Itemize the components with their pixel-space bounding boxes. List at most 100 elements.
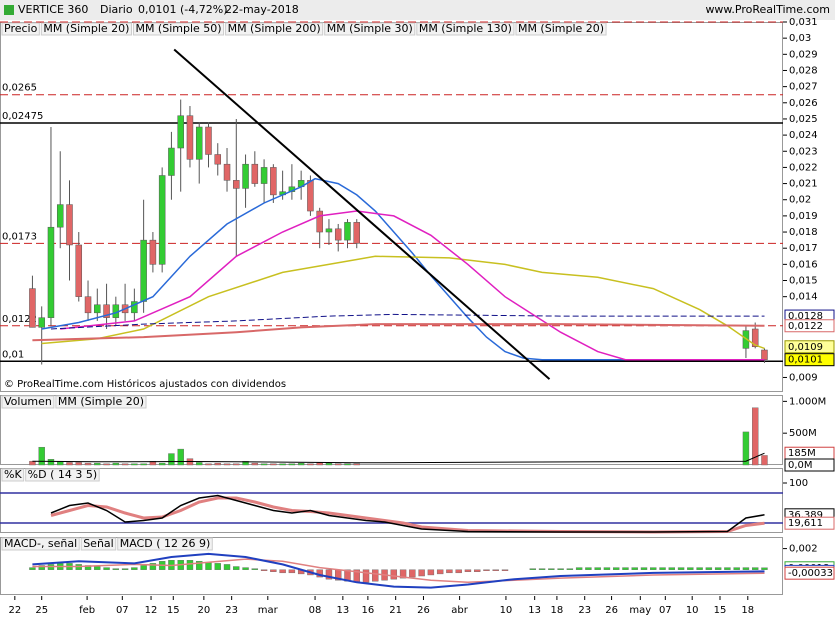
legend-box bbox=[324, 22, 416, 36]
bar bbox=[140, 463, 147, 466]
y-tick-label: 0,021 bbox=[789, 179, 818, 190]
y-tick-label: 0,031 bbox=[789, 17, 818, 28]
level-label: 0,0173 bbox=[2, 231, 37, 242]
period: Diario bbox=[100, 3, 133, 16]
legend-entry: %K bbox=[4, 468, 22, 481]
candle-body bbox=[177, 115, 184, 149]
value-badge-label: 0,0128 bbox=[788, 311, 823, 322]
y-tick-label: 0,029 bbox=[789, 49, 818, 60]
bar bbox=[66, 462, 73, 466]
x-tick-label: 18 bbox=[741, 605, 754, 616]
bar bbox=[529, 568, 537, 570]
y-tick-label: 0,015 bbox=[789, 276, 818, 287]
value-badge bbox=[784, 340, 835, 354]
candle-body bbox=[353, 222, 361, 244]
x-tick-label: 23 bbox=[225, 605, 238, 616]
y-tick-label: 0,016 bbox=[789, 259, 818, 270]
bar bbox=[288, 463, 296, 466]
bar bbox=[260, 569, 268, 571]
bar bbox=[196, 462, 203, 466]
x-tick-label: 15 bbox=[714, 605, 727, 616]
x-tick-label: feb bbox=[79, 605, 95, 616]
legend-entry: MM (Simple 200) bbox=[228, 22, 321, 35]
bar bbox=[446, 569, 453, 574]
series-line bbox=[32, 323, 765, 342]
bar bbox=[205, 463, 212, 466]
bar bbox=[279, 569, 286, 574]
series-line bbox=[32, 552, 765, 589]
bar bbox=[29, 567, 36, 570]
candle-body bbox=[94, 304, 101, 314]
bar bbox=[335, 463, 342, 466]
y-tick-label: 0,017 bbox=[789, 243, 818, 254]
x-tick-label: 23 bbox=[578, 605, 591, 616]
x-tick-label: 08 bbox=[309, 605, 322, 616]
candle-body bbox=[131, 301, 138, 314]
bar bbox=[223, 463, 231, 466]
bar bbox=[687, 567, 694, 570]
candle-body bbox=[214, 154, 222, 165]
bar bbox=[418, 569, 425, 577]
y-tick-label: 0,027 bbox=[789, 82, 818, 93]
bar bbox=[168, 453, 175, 466]
bar bbox=[140, 565, 147, 570]
x-tick-label: 25 bbox=[35, 605, 48, 616]
y-tick-label: 0,023 bbox=[789, 146, 818, 157]
legend-entry: MM (Simple 50) bbox=[135, 22, 221, 35]
candle-body bbox=[38, 317, 45, 328]
bar bbox=[270, 569, 277, 573]
legend-box bbox=[132, 22, 225, 36]
candle-body bbox=[149, 239, 157, 265]
bar bbox=[177, 448, 184, 466]
value-badge bbox=[784, 516, 835, 530]
x-tick-label: 13 bbox=[336, 605, 349, 616]
bar bbox=[112, 568, 120, 570]
x-tick-label: mar bbox=[258, 605, 279, 616]
x-tick-label: 13 bbox=[528, 605, 541, 616]
bar bbox=[752, 567, 759, 570]
y-tick-label: 1.000M bbox=[789, 396, 826, 407]
x-tick-label: 26 bbox=[417, 605, 430, 616]
y-tick-label: 0,014 bbox=[789, 292, 818, 303]
candle-body bbox=[260, 167, 268, 184]
candle-body bbox=[325, 228, 333, 233]
series-line bbox=[41, 255, 765, 350]
bar bbox=[474, 569, 481, 573]
bar bbox=[196, 561, 203, 570]
legend-entry: %D ( 14 3 5) bbox=[28, 468, 98, 481]
candle-body bbox=[205, 126, 212, 155]
level-label: 0,02475 bbox=[2, 111, 43, 122]
bar bbox=[38, 565, 45, 570]
bar bbox=[251, 462, 259, 466]
x-tick-label: 21 bbox=[389, 605, 402, 616]
x-tick-label: 20 bbox=[197, 605, 210, 616]
bar bbox=[29, 460, 36, 466]
bar bbox=[659, 567, 666, 570]
bar bbox=[103, 463, 110, 466]
bar bbox=[325, 569, 333, 580]
series-line bbox=[173, 48, 551, 380]
bar bbox=[121, 463, 129, 466]
legend-entry: MM (Simple 20) bbox=[518, 22, 604, 35]
value-badge bbox=[784, 566, 835, 580]
candle-body bbox=[316, 210, 323, 233]
value-badge-label: -0,00033 bbox=[788, 568, 833, 579]
value-badge-label: 36,389 bbox=[788, 510, 823, 521]
candle-body bbox=[103, 304, 110, 318]
last-price: 0,0101 (-4,72%) bbox=[138, 3, 227, 16]
series-line bbox=[60, 210, 765, 361]
legend-box bbox=[1, 22, 40, 36]
candle-body bbox=[84, 296, 92, 314]
bar bbox=[242, 567, 249, 570]
bar bbox=[47, 459, 55, 466]
bar bbox=[483, 569, 490, 571]
bar bbox=[557, 568, 564, 570]
bar bbox=[436, 569, 444, 575]
y-tick-label: 0,026 bbox=[789, 98, 818, 109]
legend-box bbox=[80, 537, 117, 551]
bar bbox=[205, 562, 212, 570]
bar bbox=[538, 568, 546, 570]
bar bbox=[399, 569, 407, 579]
legend-box bbox=[225, 22, 324, 36]
